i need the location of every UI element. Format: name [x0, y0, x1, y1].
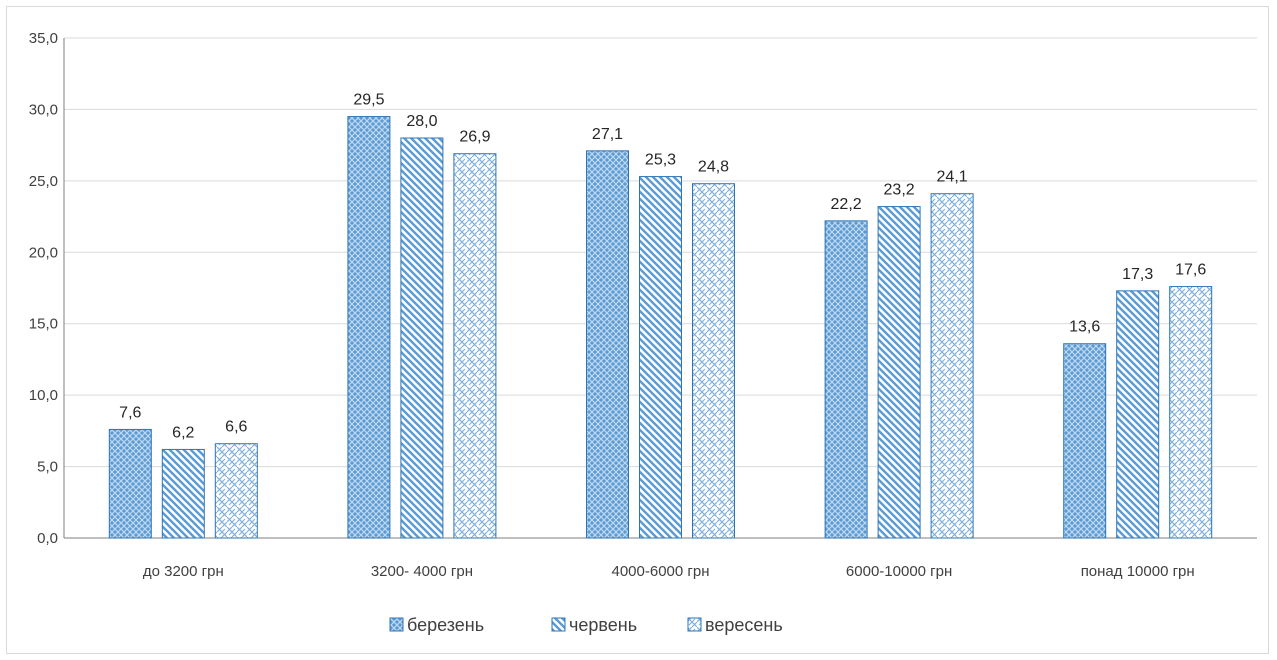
- x-tick-label: 6000-10000 грн: [846, 563, 952, 580]
- bar-diagonal: [639, 176, 682, 539]
- bar-weave: [1169, 286, 1213, 539]
- data-label: 17,3: [1122, 266, 1153, 283]
- bar-diagonal: [1116, 290, 1160, 539]
- chart-frame: 0,0 5,0 10,0 15,0 20,0 25,0 30,0 35,0 до 3200 гр…: [6, 6, 1269, 654]
- legend-label: червень: [569, 615, 637, 635]
- legend-swatch: [551, 617, 566, 632]
- bar-weave: [930, 193, 974, 539]
- bar-crosshatch: [108, 428, 152, 539]
- bar-crosshatch: [1063, 343, 1107, 539]
- data-label: 26,9: [459, 129, 490, 146]
- data-label: 7,6: [119, 404, 141, 421]
- bar-chart: 0,0 5,0 10,0 15,0 20,0 25,0 30,0 35,0 до 3200 гр…: [29, 30, 1257, 635]
- bar-weave: [214, 443, 258, 539]
- y-tick-label: 25,0: [29, 173, 58, 190]
- data-label: 6,2: [172, 424, 194, 441]
- bar-crosshatch: [347, 116, 391, 539]
- x-tick-label: понад 10000 грн: [1081, 563, 1195, 580]
- legend-label: вересень: [705, 615, 783, 635]
- data-label: 24,1: [937, 169, 968, 186]
- y-tick-label: 30,0: [29, 101, 58, 118]
- bar-crosshatch: [586, 150, 629, 539]
- y-tick-label: 20,0: [29, 244, 58, 261]
- bar-weave: [692, 183, 735, 539]
- bars: [108, 116, 1213, 539]
- legend: березень червень вересень: [389, 615, 783, 635]
- data-label: 13,6: [1069, 319, 1100, 336]
- bar-diagonal: [161, 448, 205, 539]
- bar-diagonal: [400, 137, 444, 539]
- y-tick-label: 0,0: [37, 530, 58, 547]
- data-label: 28,0: [406, 113, 437, 130]
- legend-swatch: [687, 617, 702, 632]
- data-labels: 7,6 6,2 6,6 29,5 28,0 26,9 27,1 25,3 24,8 22,2 23,…: [119, 92, 1206, 442]
- y-tick-label: 35,0: [29, 30, 58, 47]
- data-label: 6,6: [225, 419, 247, 436]
- bar-weave: [453, 153, 497, 539]
- data-label: 17,6: [1175, 262, 1206, 279]
- bar-diagonal: [877, 206, 921, 539]
- bar-crosshatch: [824, 220, 868, 539]
- data-label: 29,5: [353, 92, 384, 109]
- data-label: 23,2: [884, 182, 915, 199]
- data-label: 25,3: [645, 152, 676, 169]
- x-tick-label: 3200- 4000 грн: [371, 563, 473, 580]
- legend-swatch: [389, 617, 404, 632]
- data-label: 27,1: [592, 126, 623, 143]
- y-tick-label: 5,0: [37, 459, 58, 476]
- y-tick-label: 15,0: [29, 316, 58, 333]
- legend-label: березень: [407, 615, 484, 635]
- data-label: 22,2: [831, 196, 862, 213]
- x-tick-label: до 3200 грн: [143, 563, 224, 580]
- y-tick-label: 10,0: [29, 387, 58, 404]
- data-label: 24,8: [698, 159, 729, 176]
- x-tick-label: 4000-6000 грн: [612, 563, 710, 580]
